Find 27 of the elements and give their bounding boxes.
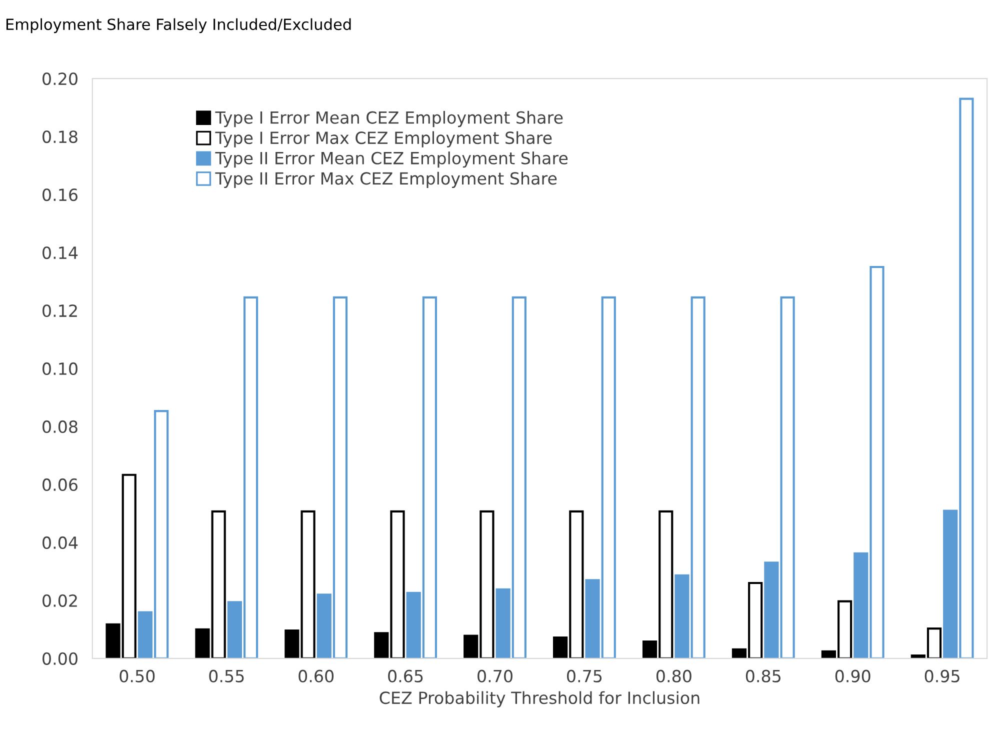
y-tick-label: 0.20 (42, 72, 78, 86)
y-tick-label: 0.18 (42, 130, 78, 144)
y-tick-label: 0.06 (42, 478, 78, 492)
x-tick-label: 0.95 (924, 670, 960, 682)
y-tick-label: 0.16 (42, 188, 78, 202)
x-tick-label: 0.90 (835, 670, 870, 682)
legend-label: Type II Error Mean CEZ Employment Share (215, 152, 568, 168)
x-axis-title: CEZ Probability Threshold for Inclusion (380, 691, 700, 708)
y-tick-label: 0.04 (42, 536, 78, 549)
x-tick-label: 0.60 (298, 670, 334, 682)
legend-label: Type I Error Max CEZ Employment Share (215, 131, 552, 148)
x-tick-label: 0.75 (567, 670, 602, 682)
legend-label: Type II Error Max CEZ Employment Share (215, 172, 557, 188)
y-tick-label: 0.14 (42, 246, 78, 260)
y-tick-label: 0.10 (42, 362, 78, 376)
y-tick-label: 0.12 (42, 304, 77, 318)
x-tick-label: 0.50 (120, 670, 155, 682)
y-tick-label: 0.00 (42, 652, 78, 665)
x-tick-label: 0.55 (209, 670, 244, 682)
y-tick-label: 0.08 (42, 420, 78, 434)
x-tick-label: 0.70 (478, 670, 512, 682)
x-tick-label: 0.85 (746, 670, 780, 682)
x-tick-label: 0.65 (388, 670, 423, 682)
y-tick-label: 0.02 (42, 594, 77, 607)
legend-label: Type I Error Mean CEZ Employment Share (215, 110, 563, 128)
y-axis-title: Employment Share Falsely Included/Excluded (6, 18, 351, 34)
x-tick-label: 0.80 (656, 670, 692, 682)
